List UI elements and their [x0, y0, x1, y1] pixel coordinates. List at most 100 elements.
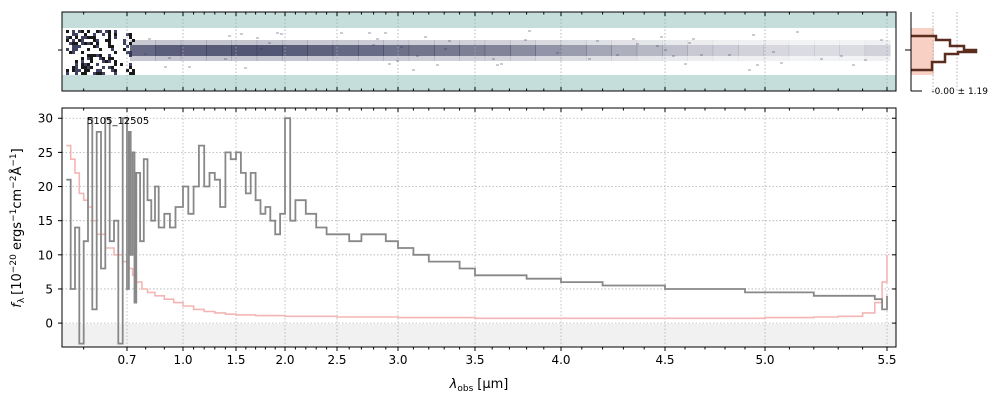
trace-wing-bottom [180, 56, 207, 61]
noise-pixel [81, 66, 84, 69]
y-label-exp2: −1 [9, 209, 19, 222]
noise-pixel [114, 69, 117, 72]
trace-wing-top [130, 40, 156, 45]
trace-wing-top [434, 40, 460, 45]
trace-core [307, 45, 334, 56]
noise-pixel [87, 69, 90, 72]
noise-speck [244, 67, 247, 69]
x-label-symbol: λ [449, 377, 458, 392]
noise-pixel [75, 72, 78, 75]
noise-speck [372, 44, 375, 46]
noise-pixel [111, 69, 114, 72]
noise-speck [756, 64, 759, 66]
noise-speck [524, 39, 527, 41]
noise-speck [852, 64, 855, 66]
noise-speck [588, 58, 591, 60]
trace-wing-top [687, 40, 714, 45]
noise-pixel [72, 66, 75, 69]
noise-speck [780, 62, 783, 64]
trace-wing-top [332, 40, 359, 45]
trace-wing-bottom [763, 56, 790, 61]
noise-pixel [75, 69, 78, 72]
noise-pixel [84, 36, 87, 39]
noise-pixel [129, 36, 132, 39]
noise-pixel [90, 60, 93, 63]
noise-pixel [129, 54, 132, 57]
noise-speck [796, 31, 799, 33]
noise-pixel [75, 66, 78, 69]
noise-pixel [78, 30, 81, 33]
noise-pixel [75, 45, 78, 48]
trace-core [358, 45, 384, 56]
trace-wing-bottom [408, 56, 435, 61]
noise-speck [596, 40, 599, 42]
noise-pixel [132, 39, 135, 42]
noise-speck [148, 38, 151, 40]
noise-pixel [96, 63, 99, 66]
noise-speck [820, 58, 823, 60]
trace-core [636, 45, 663, 56]
y-label-mid3: cm [10, 189, 25, 209]
noise-pixel [99, 57, 102, 60]
profile-panel: -0.00 ± 1.19 [905, 12, 988, 97]
noise-pixel [108, 39, 111, 42]
y-label-prefix: f [10, 301, 25, 308]
x-tick-label: 1.5 [226, 353, 245, 367]
noise-pixel [78, 69, 81, 72]
noise-pixel [102, 60, 105, 63]
noise-speck [692, 38, 695, 40]
noise-pixel [99, 54, 102, 57]
spectrum-2d-ticks [58, 12, 888, 91]
noise-pixel [81, 30, 84, 33]
noise-pixel [108, 45, 111, 48]
noise-speck [496, 64, 499, 66]
noise-pixel [114, 63, 117, 66]
series-line-1 [66, 144, 888, 320]
noise-speck [376, 38, 379, 40]
noise-pixel [93, 72, 96, 75]
trace-core [130, 45, 156, 56]
noise-pixel [81, 36, 84, 39]
noise-pixel [102, 33, 105, 36]
trace-core [535, 45, 562, 56]
noise-pixel [72, 30, 75, 33]
noise-speck [268, 42, 271, 44]
trace-wing-bottom [459, 56, 486, 61]
noise-pixel [99, 69, 102, 72]
x-tick-label: 4.5 [655, 353, 674, 367]
trace-wing-top [180, 40, 207, 45]
trace-wing-top [636, 40, 663, 45]
noise-pixel [102, 66, 105, 69]
x-tick-label: 4.0 [551, 353, 570, 367]
trace-wing-bottom [814, 56, 840, 61]
noise-pixel [90, 54, 93, 57]
x-tick-label: 3.0 [388, 353, 407, 367]
trace-wing-top [484, 40, 511, 45]
noise-pixel [72, 33, 75, 36]
trace-core [408, 45, 435, 56]
noise-pixel [123, 42, 126, 45]
noise-pixel [108, 36, 111, 39]
noise-pixel [78, 39, 81, 42]
noise-pixel [69, 36, 72, 39]
noise-pixel [126, 33, 129, 36]
spectrum-1d-series [66, 117, 888, 345]
y-tick-label: 30 [38, 112, 53, 126]
y-label-mid2: ergs [10, 222, 25, 254]
noise-pixel [99, 72, 102, 75]
trace-wing-bottom [712, 56, 739, 61]
noise-speck [664, 49, 667, 51]
trace-wing-top [712, 40, 739, 45]
trace-wing-bottom [788, 56, 815, 61]
trace-wing-bottom [687, 56, 714, 61]
trace-wing-top [611, 40, 638, 45]
noise-pixel [102, 57, 105, 60]
trace-core [459, 45, 486, 56]
y-label-exp4: −1 [9, 153, 19, 166]
noise-pixel [114, 30, 117, 33]
noise-pixel [87, 57, 90, 60]
noise-pixel [81, 39, 84, 42]
noise-pixel [72, 39, 75, 42]
noise-speck [880, 39, 883, 41]
